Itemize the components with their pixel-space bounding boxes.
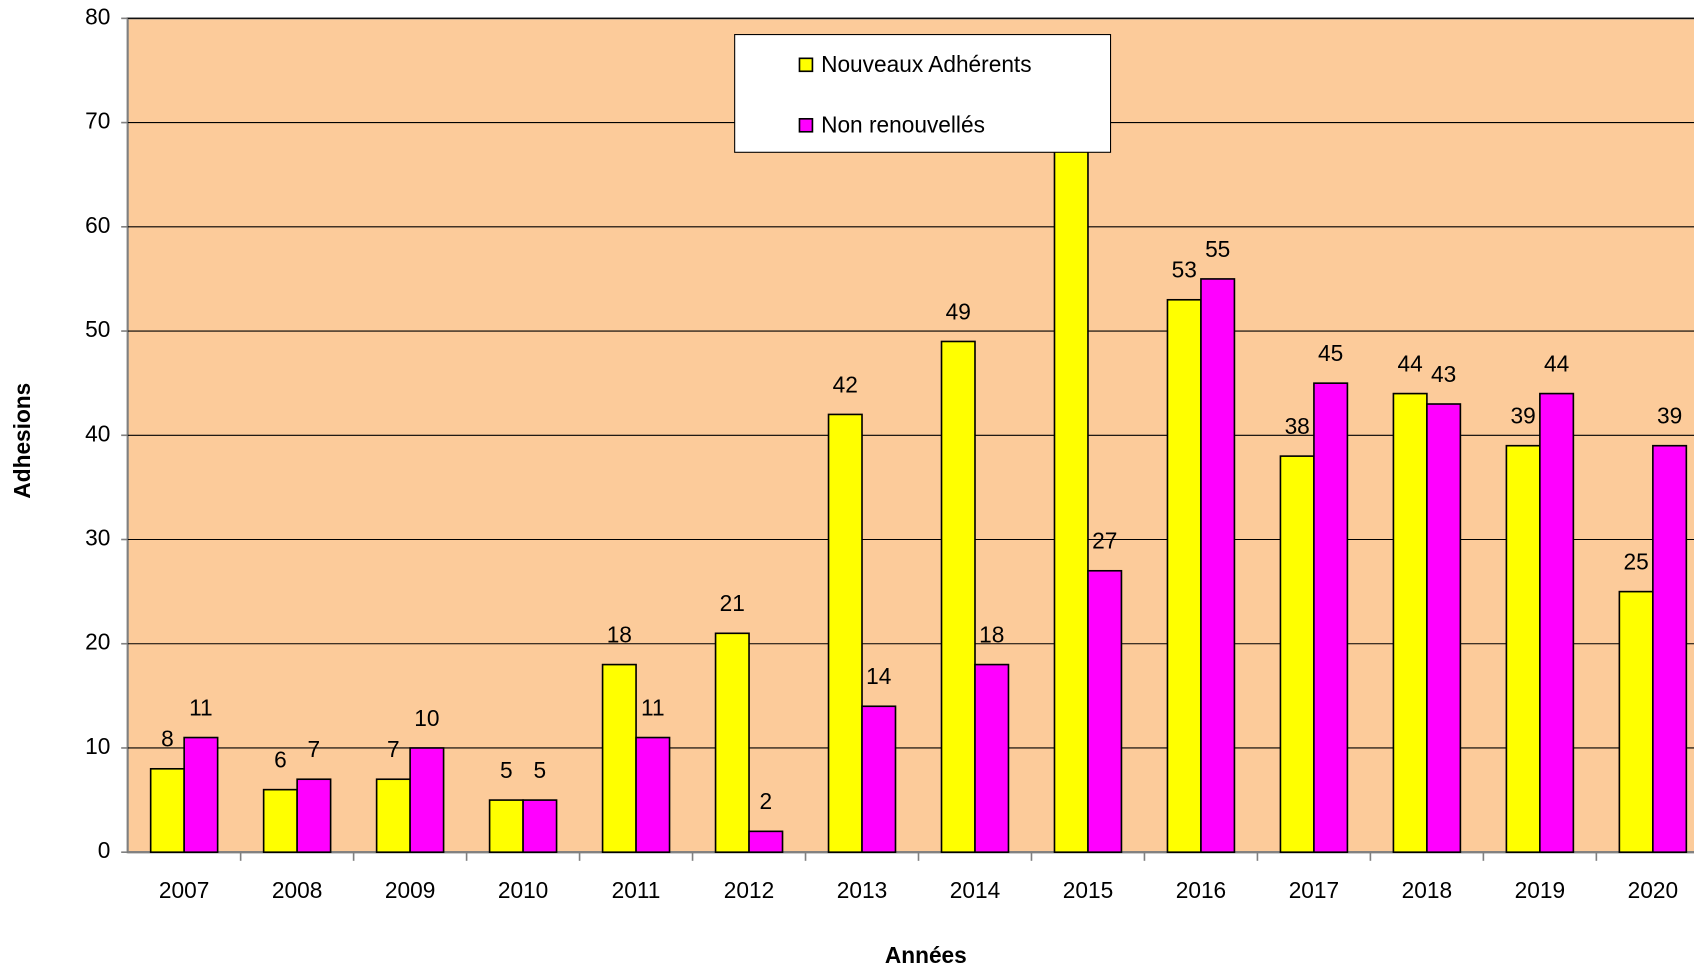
data-label: 25 <box>1624 549 1649 575</box>
x-tick-label: 2007 <box>159 877 209 903</box>
bar <box>974 663 1010 854</box>
data-label: 53 <box>1172 257 1197 283</box>
bar <box>940 340 976 854</box>
data-label: 55 <box>1205 236 1230 262</box>
x-tick-label: 2015 <box>1063 877 1113 903</box>
bar <box>601 663 637 854</box>
x-tick-label: 2018 <box>1402 877 1452 903</box>
data-label: 49 <box>946 298 971 324</box>
y-tick-label: 40 <box>85 420 110 446</box>
x-tick-label: 2016 <box>1176 877 1226 903</box>
y-tick-label: 60 <box>85 212 110 238</box>
data-label: 11 <box>641 694 665 720</box>
data-label: 21 <box>720 590 745 616</box>
bar <box>375 778 411 854</box>
x-axis-label: Années <box>885 942 967 968</box>
data-label: 44 <box>1544 350 1569 376</box>
bar <box>1652 444 1688 854</box>
bar <box>1053 100 1089 854</box>
data-label: 14 <box>866 663 891 689</box>
legend-swatch <box>798 117 814 133</box>
data-label: 5 <box>500 757 513 783</box>
x-tick-label: 2008 <box>272 877 322 903</box>
data-label: 39 <box>1511 403 1536 429</box>
data-label: 44 <box>1398 350 1423 376</box>
legend-swatch <box>798 57 814 73</box>
bar <box>827 413 863 854</box>
x-tick-label: 2011 <box>612 877 661 903</box>
data-label: 38 <box>1285 413 1310 439</box>
bar <box>1505 444 1541 854</box>
bar <box>1392 392 1428 854</box>
bar <box>635 736 671 854</box>
data-label: 5 <box>534 757 547 783</box>
data-label: 7 <box>308 736 321 762</box>
y-tick-label: 20 <box>85 629 110 655</box>
bar <box>409 747 445 854</box>
bar <box>522 799 558 854</box>
bar <box>1166 298 1202 854</box>
data-label: 18 <box>607 621 632 647</box>
data-label: 10 <box>414 705 439 731</box>
legend-label: Non renouvellés <box>821 111 985 137</box>
bar <box>1313 382 1349 854</box>
legend-box <box>734 34 1112 153</box>
legend-label: Nouveaux Adhérents <box>821 51 1032 77</box>
data-label: 27 <box>1092 528 1117 554</box>
x-tick-label: 2020 <box>1628 877 1678 903</box>
x-tick-label: 2019 <box>1515 877 1565 903</box>
data-label: 11 <box>189 694 213 720</box>
bar <box>488 799 524 854</box>
data-label: 7 <box>387 736 400 762</box>
bar <box>1618 590 1654 854</box>
y-tick-label: 0 <box>98 837 111 863</box>
y-tick-label: 80 <box>85 3 110 29</box>
y-tick-label: 30 <box>85 524 110 550</box>
x-tick-label: 2010 <box>498 877 548 903</box>
bar <box>262 788 298 854</box>
y-axis-label: Adhesions <box>9 383 35 499</box>
data-label: 39 <box>1657 403 1682 429</box>
data-label: 8 <box>161 726 174 752</box>
bar <box>183 736 219 854</box>
bar <box>714 632 750 854</box>
bar <box>1200 278 1236 854</box>
bar <box>1087 569 1123 854</box>
x-tick-label: 2017 <box>1289 877 1339 903</box>
bar <box>1279 455 1315 854</box>
bar <box>296 778 332 854</box>
x-tick-label: 2014 <box>950 877 1000 903</box>
y-tick-label: 50 <box>85 316 110 342</box>
bar <box>861 705 897 854</box>
x-tick-label: 2009 <box>385 877 435 903</box>
data-label: 43 <box>1431 361 1456 387</box>
bar <box>149 767 185 854</box>
data-label: 2 <box>759 788 772 814</box>
bar <box>1539 392 1575 854</box>
data-label: 42 <box>833 371 858 397</box>
bar <box>1426 403 1462 854</box>
data-label: 6 <box>274 747 287 773</box>
data-label: 18 <box>979 621 1004 647</box>
y-tick-label: 70 <box>85 108 110 134</box>
x-tick-label: 2013 <box>837 877 887 903</box>
bar <box>748 830 784 854</box>
y-tick-label: 10 <box>85 733 110 759</box>
data-label: 45 <box>1318 340 1343 366</box>
x-tick-label: 2012 <box>724 877 774 903</box>
